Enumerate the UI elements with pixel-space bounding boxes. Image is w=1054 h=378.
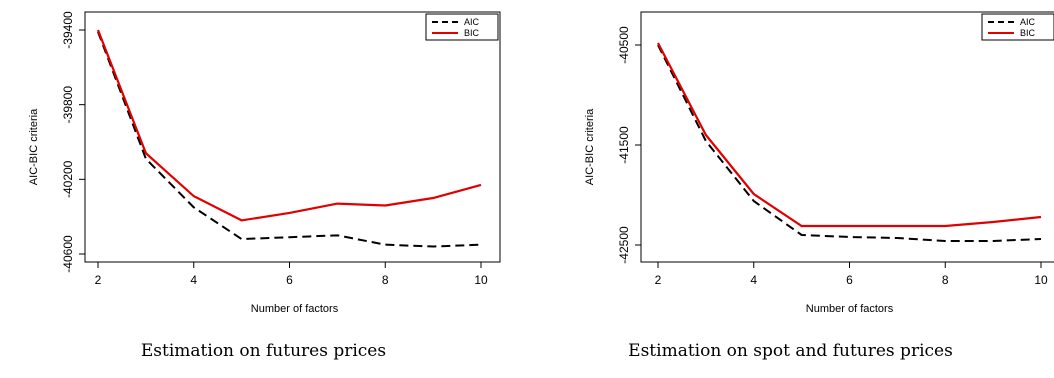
legend-label-aic: AIC: [1020, 17, 1036, 27]
series-line-aic: [657, 44, 1042, 242]
y-tick-label: -40500: [617, 26, 631, 64]
x-tick-label: 6: [286, 273, 293, 287]
x-tick-label: 4: [190, 273, 197, 287]
y-tick-label: -40600: [61, 235, 75, 273]
y-axis-title: AIC-BIC criteria: [28, 108, 40, 185]
chart-panel-spot-futures: 2 4 6 8 10 -40500 -41500 -42500 Number of factor…: [527, 0, 1054, 378]
y-axis-title: AIC-BIC criteria: [584, 108, 596, 185]
x-tick-label: 2: [95, 273, 102, 287]
x-axis-title: Number of factors: [806, 303, 894, 315]
caption-futures: Estimation on futures prices: [140, 341, 387, 361]
legend: [981, 13, 1054, 41]
y-tick-label: -42500: [617, 226, 631, 264]
y-tick-label: -39800: [61, 86, 75, 124]
x-axis-title: Number of factors: [251, 303, 339, 315]
series-line-aic: [97, 31, 482, 248]
chart-futures: 2 4 6 8 10 -39400 -39800 -40200 -40600 Number of …: [28, 11, 501, 315]
x-tick-label: 2: [655, 273, 662, 287]
x-tick-label: 10: [1034, 273, 1048, 287]
series-line-bic: [657, 42, 1042, 228]
x-tick-label: 10: [474, 273, 488, 287]
x-tick-label: 8: [942, 273, 949, 287]
series-line-bic: [96, 29, 482, 222]
x-tick-label: 8: [382, 273, 389, 287]
legend: [425, 13, 499, 41]
chart-panel-futures: 2 4 6 8 10 -39400 -39800 -40200 -40600 Number of …: [28, 11, 501, 361]
y-tick-label: -41500: [617, 126, 631, 164]
caption-spot-futures: Estimation on spot and futures prices: [628, 341, 953, 361]
y-tick-label: -40200: [61, 160, 75, 198]
chart-spot-futures: 2 4 6 8 10 -40500 -41500 -42500 Number of factor…: [584, 11, 1054, 315]
legend-label-bic: BIC: [464, 28, 480, 38]
plot-frame: [640, 11, 1054, 263]
x-tick-label: 6: [846, 273, 853, 287]
y-tick-label: -39400: [61, 11, 75, 49]
legend-label-bic: BIC: [1020, 28, 1036, 38]
x-tick-label: 4: [750, 273, 757, 287]
legend-label-aic: AIC: [464, 17, 480, 27]
plot-frame: [84, 11, 501, 263]
